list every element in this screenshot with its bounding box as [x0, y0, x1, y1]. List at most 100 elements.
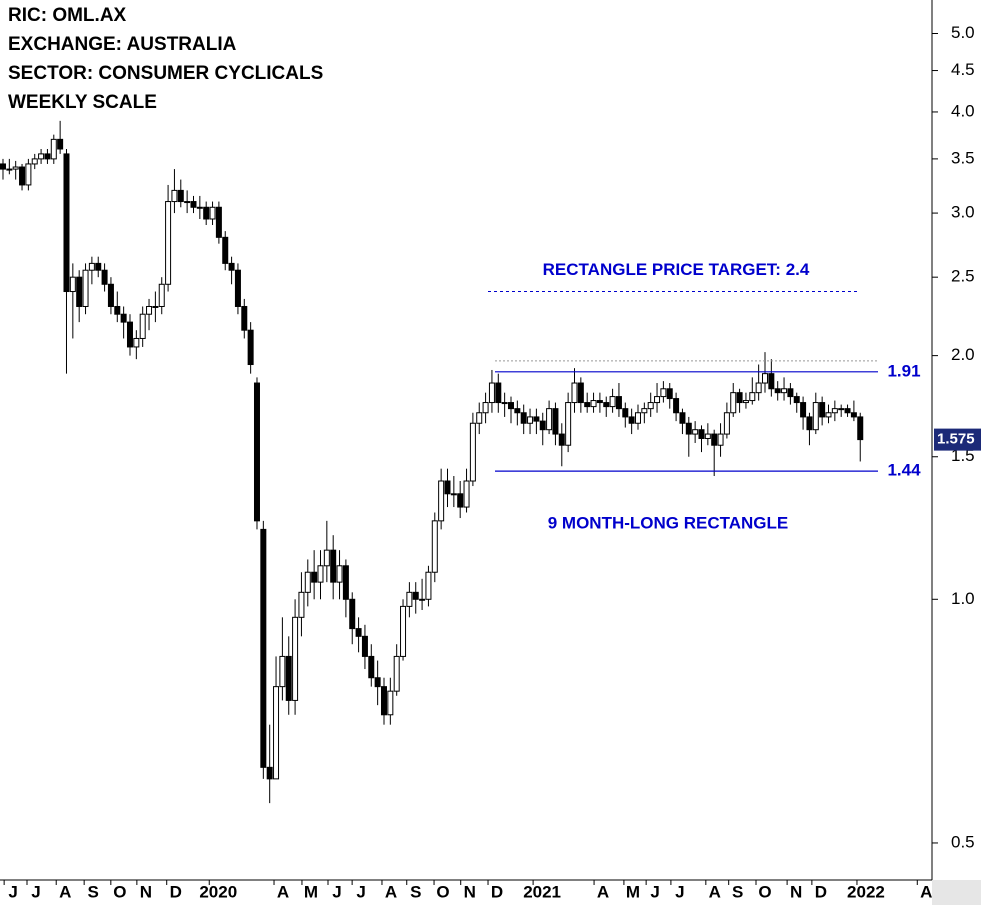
- x-tick-label: 2022: [847, 882, 885, 901]
- y-tick-label: 3.0: [951, 203, 975, 222]
- candle-body: [196, 206, 203, 209]
- x-tick-label: M: [626, 882, 640, 901]
- x-tick-label: J: [332, 882, 341, 901]
- x-tick-label: S: [87, 882, 98, 901]
- candle-body: [25, 163, 32, 186]
- candle-body: [615, 396, 622, 410]
- candle-body: [850, 412, 857, 418]
- candle-body: [838, 408, 845, 411]
- candle-body: [292, 616, 299, 701]
- candle-body: [266, 766, 273, 780]
- candle-body: [596, 400, 603, 404]
- candle-body: [425, 571, 432, 600]
- candle-body: [380, 686, 387, 716]
- x-tick-label: 2021: [523, 882, 561, 901]
- y-tick-label: 0.5: [951, 832, 975, 851]
- candle-body: [171, 189, 178, 203]
- candle-body: [355, 628, 362, 637]
- level-label: 1.44: [887, 461, 921, 480]
- candle-body: [761, 373, 768, 384]
- candle-body: [158, 283, 165, 307]
- x-tick-label: S: [410, 882, 421, 901]
- candle-body: [419, 598, 426, 601]
- candle-body: [88, 262, 95, 271]
- candle-body: [571, 382, 578, 404]
- candle-body: [457, 493, 464, 508]
- candle-body: [533, 416, 540, 422]
- y-tick-label: 4.5: [951, 60, 975, 79]
- x-tick-label: J: [356, 882, 365, 901]
- y-tick-label: 4.0: [951, 101, 975, 120]
- candle-body: [622, 408, 629, 418]
- x-tick-label: J: [8, 882, 17, 901]
- candle-body: [793, 396, 800, 404]
- x-tick-label: N: [790, 882, 802, 901]
- last-price-label: 1.575: [937, 431, 975, 448]
- y-tick-label: 3.5: [951, 148, 975, 167]
- candle-body: [774, 388, 781, 394]
- x-tick-label: A: [709, 882, 721, 901]
- candle-body: [260, 528, 267, 768]
- candle-body: [438, 480, 445, 522]
- x-tick-label: A: [59, 882, 71, 901]
- candle-body: [552, 408, 559, 435]
- candle-body: [152, 305, 159, 308]
- candle-body: [742, 400, 749, 404]
- candle-body: [482, 402, 489, 414]
- candle-body: [546, 408, 553, 431]
- candle-body: [387, 690, 394, 716]
- candle-body: [603, 402, 610, 408]
- candle-body: [673, 398, 680, 414]
- candle-body: [95, 262, 102, 271]
- y-tick-label: 1.5: [951, 446, 975, 465]
- candle-body: [692, 429, 699, 435]
- candle-body: [114, 305, 121, 315]
- candle-body: [514, 408, 521, 414]
- y-tick-label: 2.0: [951, 345, 975, 364]
- candle-body: [800, 402, 807, 418]
- candle-body: [177, 189, 184, 203]
- candle-body: [825, 412, 832, 418]
- header-line: WEEKLY SCALE: [8, 92, 157, 113]
- x-tick-label: A: [920, 882, 932, 901]
- y-tick-label: 5.0: [951, 23, 975, 42]
- candle-body: [806, 416, 813, 431]
- x-tick-label: O: [436, 882, 449, 901]
- candle-body: [768, 373, 775, 390]
- candle-body: [184, 201, 191, 204]
- candle-body: [412, 591, 419, 600]
- candle-body: [76, 276, 83, 307]
- candle-body: [711, 433, 718, 446]
- candle-body: [520, 412, 527, 424]
- y-tick-label: 2.5: [951, 267, 975, 286]
- candle-body: [736, 392, 743, 404]
- candle-body: [654, 396, 661, 404]
- candle-body: [539, 420, 546, 431]
- candle-body: [565, 402, 572, 446]
- header-line: EXCHANGE: AUSTRALIA: [8, 34, 237, 55]
- candle-body: [501, 402, 508, 405]
- header-line: RIC: OML.AX: [8, 5, 127, 26]
- candle-body: [38, 153, 45, 160]
- level-label: 1.91: [887, 361, 920, 380]
- candle-body: [139, 313, 146, 339]
- candle-body: [253, 382, 260, 522]
- x-tick-label: O: [113, 882, 126, 901]
- candle-body: [279, 655, 286, 688]
- candle-body: [165, 201, 172, 285]
- candle-body: [247, 329, 254, 366]
- candle-body: [44, 153, 51, 160]
- candle-body: [730, 392, 737, 414]
- candle-body: [488, 382, 495, 404]
- candle-body: [406, 591, 413, 607]
- candle-body: [63, 153, 70, 293]
- candle-body: [469, 422, 476, 482]
- candle-body: [590, 400, 597, 408]
- x-tick-label: O: [758, 882, 771, 901]
- x-tick-label: J: [650, 882, 659, 901]
- candle-body: [781, 388, 788, 394]
- candle-body: [634, 412, 641, 424]
- candle-body: [628, 416, 635, 424]
- candle-body: [717, 433, 724, 446]
- candle-body: [311, 571, 318, 583]
